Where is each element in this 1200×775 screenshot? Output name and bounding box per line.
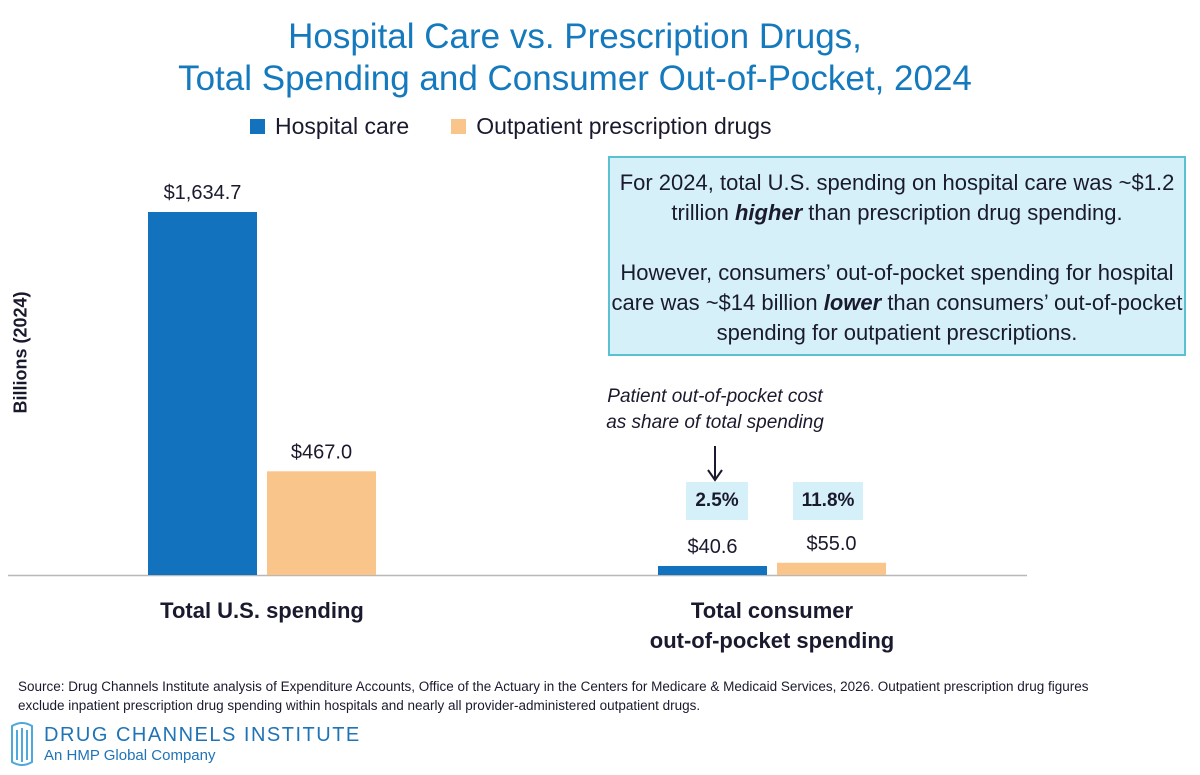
legend-label-hospital: Hospital care bbox=[275, 113, 410, 139]
callout-emphasis-higher: higher bbox=[734, 200, 803, 225]
legend-label-rx: Outpatient prescription drugs bbox=[476, 113, 772, 139]
data-label-hospital-0: $1,634.7 bbox=[164, 182, 242, 204]
callout-text: For 2024, total U.S. spending on hospita… bbox=[619, 170, 1175, 225]
category-label-1-0: Total consumer bbox=[691, 598, 854, 623]
callout-box: For 2024, total U.S. spending on hospita… bbox=[608, 156, 1186, 356]
chart-title-line1: Hospital Care vs. Prescription Drugs, bbox=[288, 17, 862, 56]
callout-text: However, consumers’ out-of-pocket spendi… bbox=[611, 260, 1174, 315]
category-label-1-1: out-of-pocket spending bbox=[650, 628, 894, 653]
annotation-arrowhead-icon bbox=[707, 469, 723, 482]
legend-item-hospital: Hospital care bbox=[250, 113, 409, 140]
chart-title-line2: Total Spending and Consumer Out-of-Pocke… bbox=[178, 59, 972, 98]
legend-item-rx: Outpatient prescription drugs bbox=[451, 113, 772, 140]
logo-mark-icon bbox=[11, 722, 33, 766]
callout-text: than prescription drug spending. bbox=[802, 200, 1123, 225]
bar-rx-1 bbox=[777, 562, 886, 575]
legend-swatch-hospital bbox=[250, 119, 265, 134]
logo-name: DRUG CHANNELS INSTITUTE bbox=[44, 723, 361, 746]
legend-swatch-rx bbox=[451, 119, 467, 134]
category-label-0-0: Total U.S. spending bbox=[160, 598, 364, 623]
chart-title: Hospital Care vs. Prescription Drugs, To… bbox=[0, 16, 1150, 100]
annotation-line1: Patient out-of-pocket cost bbox=[607, 386, 823, 407]
pct-badge-hospital: 2.5% bbox=[686, 482, 748, 520]
annotation-text: Patient out-of-pocket cost as share of t… bbox=[580, 384, 850, 436]
data-label-rx-0: $467.0 bbox=[291, 441, 352, 463]
callout-text: than consumers’ out-of-pocket spending f… bbox=[716, 290, 1183, 345]
data-label-hospital-1: $40.6 bbox=[687, 536, 737, 558]
callout-emphasis-lower: lower bbox=[823, 290, 882, 315]
logo-subtitle: An HMP Global Company bbox=[44, 746, 216, 764]
source-note: Source: Drug Channels Institute analysis… bbox=[18, 679, 1089, 713]
callout-paragraph-1: For 2024, total U.S. spending on hospita… bbox=[610, 168, 1184, 228]
pct-badge-rx: 11.8% bbox=[793, 482, 863, 520]
logo: DRUG CHANNELS INSTITUTE An HMP Global Co… bbox=[10, 722, 361, 766]
data-label-rx-1: $55.0 bbox=[806, 533, 856, 555]
legend: Hospital care Outpatient prescription dr… bbox=[250, 113, 814, 140]
annotation-line2: as share of total spending bbox=[606, 412, 824, 433]
bar-hospital-0 bbox=[148, 212, 257, 575]
callout-paragraph-2: However, consumers’ out-of-pocket spendi… bbox=[610, 258, 1184, 348]
bar-hospital-1 bbox=[658, 565, 767, 575]
bar-rx-0 bbox=[267, 471, 376, 575]
